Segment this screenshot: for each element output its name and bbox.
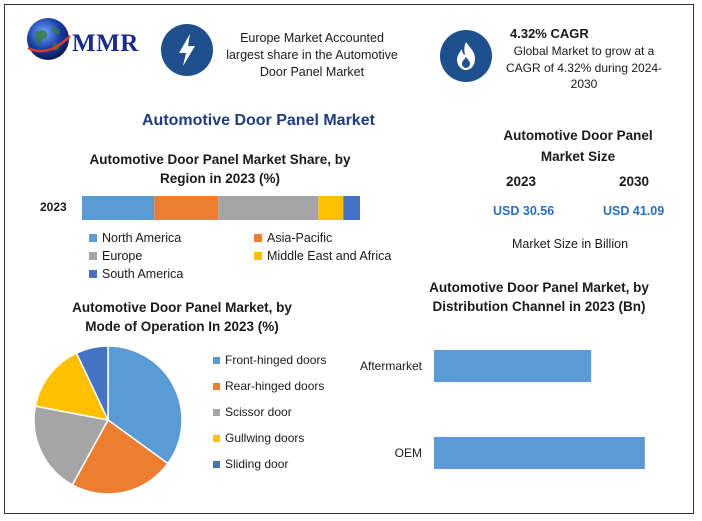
pie-legend-item-rear-hinged-doors: Rear-hinged doors [213, 379, 324, 393]
dist-category-label-aftermarket: Aftermarket [360, 359, 423, 373]
dist-category-label-oem: OEM [395, 446, 422, 460]
size-value-2023: USD 30.56 [493, 204, 555, 218]
brand-logo-text: MMR [72, 30, 139, 57]
size-value-2030: USD 41.09 [603, 204, 665, 218]
legend-label: Scissor door [225, 405, 292, 419]
info2-line3: 2030 [570, 77, 598, 91]
pie-slice-rear-hinged-doors [71, 418, 169, 495]
legend-swatch [213, 409, 220, 416]
pie-slice-front-hinged-doors [107, 345, 183, 465]
region-legend-item-north-america: North America [89, 231, 181, 245]
legend-label: Asia-Pacific [267, 231, 333, 245]
globe-logo-icon [27, 18, 71, 60]
pie-legend-item-gullwing-doors: Gullwing doors [213, 431, 304, 445]
info2-line1: Global Market to grow at a [513, 44, 655, 58]
lightning-icon [179, 34, 195, 66]
region-bar-segment-europe [218, 196, 319, 220]
region-bar-segment-middle-east-and-africa [318, 196, 344, 220]
legend-label: Gullwing doors [225, 431, 305, 445]
legend-swatch [89, 252, 97, 260]
legend-swatch [254, 234, 262, 242]
size-panel-title: Automotive Door Panel Market Size [478, 125, 678, 167]
legend-swatch [213, 461, 220, 468]
info1-text: Europe Market Accounted largest share in… [212, 30, 412, 81]
infographic-frame [4, 4, 694, 514]
info2-line2: CAGR of 4.32% during 2024- [505, 60, 663, 75]
region-legend-item-asia-pacific: Asia-Pacific [254, 231, 332, 245]
pie-legend-item-front-hinged-doors: Front-hinged doors [213, 353, 326, 367]
region-bar-segment-south-america [343, 196, 360, 220]
info1-line2: largest share in the Automotive [226, 48, 398, 62]
pie-slice-sliding-door [75, 345, 109, 421]
legend-swatch [213, 383, 220, 390]
legend-label: Middle East and Africa [267, 249, 392, 263]
pie-chart-title-line1: Automotive Door Panel Market, by [72, 300, 292, 315]
legend-swatch [89, 234, 97, 242]
size-note: Market Size in Billion [512, 237, 629, 251]
info1-line3: Door Panel Market [259, 65, 365, 79]
dist-bar-oem [434, 437, 645, 469]
legend-label: Front-hinged doors [225, 353, 327, 367]
pie-legend-item-sliding-door: Sliding door [213, 457, 288, 471]
dist-chart-title: Automotive Door Panel Market, by Distrib… [404, 278, 674, 316]
region-legend-item-south-america: South America [89, 267, 183, 281]
legend-swatch [213, 357, 220, 364]
size-title-line1: Automotive Door Panel [503, 128, 653, 143]
legend-label: North America [102, 231, 182, 245]
legend-label: Sliding door [225, 457, 289, 471]
region-legend-item-middle-east-and-africa: Middle East and Africa [254, 249, 391, 263]
dist-chart-title-line2: Distribution Channel in 2023 (Bn) [432, 299, 646, 314]
mode-pie-chart [33, 345, 183, 495]
region-bar-category-label: 2023 [40, 200, 67, 214]
distribution-bar-chart: Aftermarket OEM [360, 350, 645, 469]
info1-line1: Europe Market Accounted [240, 31, 384, 45]
region-legend-item-europe: Europe [89, 249, 142, 263]
legend-label: South America [102, 267, 184, 281]
region-chart-title-line2: Region in 2023 (%) [159, 171, 281, 186]
pie-legend-item-scissor-door: Scissor door [213, 405, 292, 419]
legend-label: Rear-hinged doors [225, 379, 325, 393]
info2-title: 4.32% CAGR [510, 26, 589, 41]
dist-bar-aftermarket [434, 350, 592, 382]
pie-chart-title: Automotive Door Panel Market, by Mode of… [44, 298, 320, 336]
size-title-line2: Market Size [540, 149, 616, 164]
legend-swatch [213, 435, 220, 442]
pie-chart-title-line2: Mode of Operation In 2023 (%) [85, 319, 279, 334]
legend-swatch [89, 270, 97, 278]
dist-chart-title-line1: Automotive Door Panel Market, by [429, 280, 649, 295]
info2-text: Global Market to grow at a CAGR of 4.32%… [494, 43, 674, 93]
flame-icon [457, 42, 475, 70]
region-bar-segment-north-america [82, 196, 155, 220]
size-year-2023: 2023 [506, 174, 537, 189]
region-chart-title: Automotive Door Panel Market Share, by R… [72, 150, 368, 188]
pie-slice-scissor-door [33, 405, 110, 486]
main-title: Automotive Door Panel Market [142, 112, 375, 129]
info2-badge [440, 30, 492, 82]
region-chart-title-line1: Automotive Door Panel Market Share, by [89, 152, 351, 167]
legend-swatch [254, 252, 262, 260]
region-stacked-bar [82, 196, 360, 220]
pie-slice-gullwing-doors [34, 352, 110, 422]
legend-label: Europe [102, 249, 143, 263]
size-year-2030: 2030 [619, 174, 650, 189]
info1-badge [161, 24, 213, 76]
region-bar-segment-asia-pacific [154, 196, 219, 220]
